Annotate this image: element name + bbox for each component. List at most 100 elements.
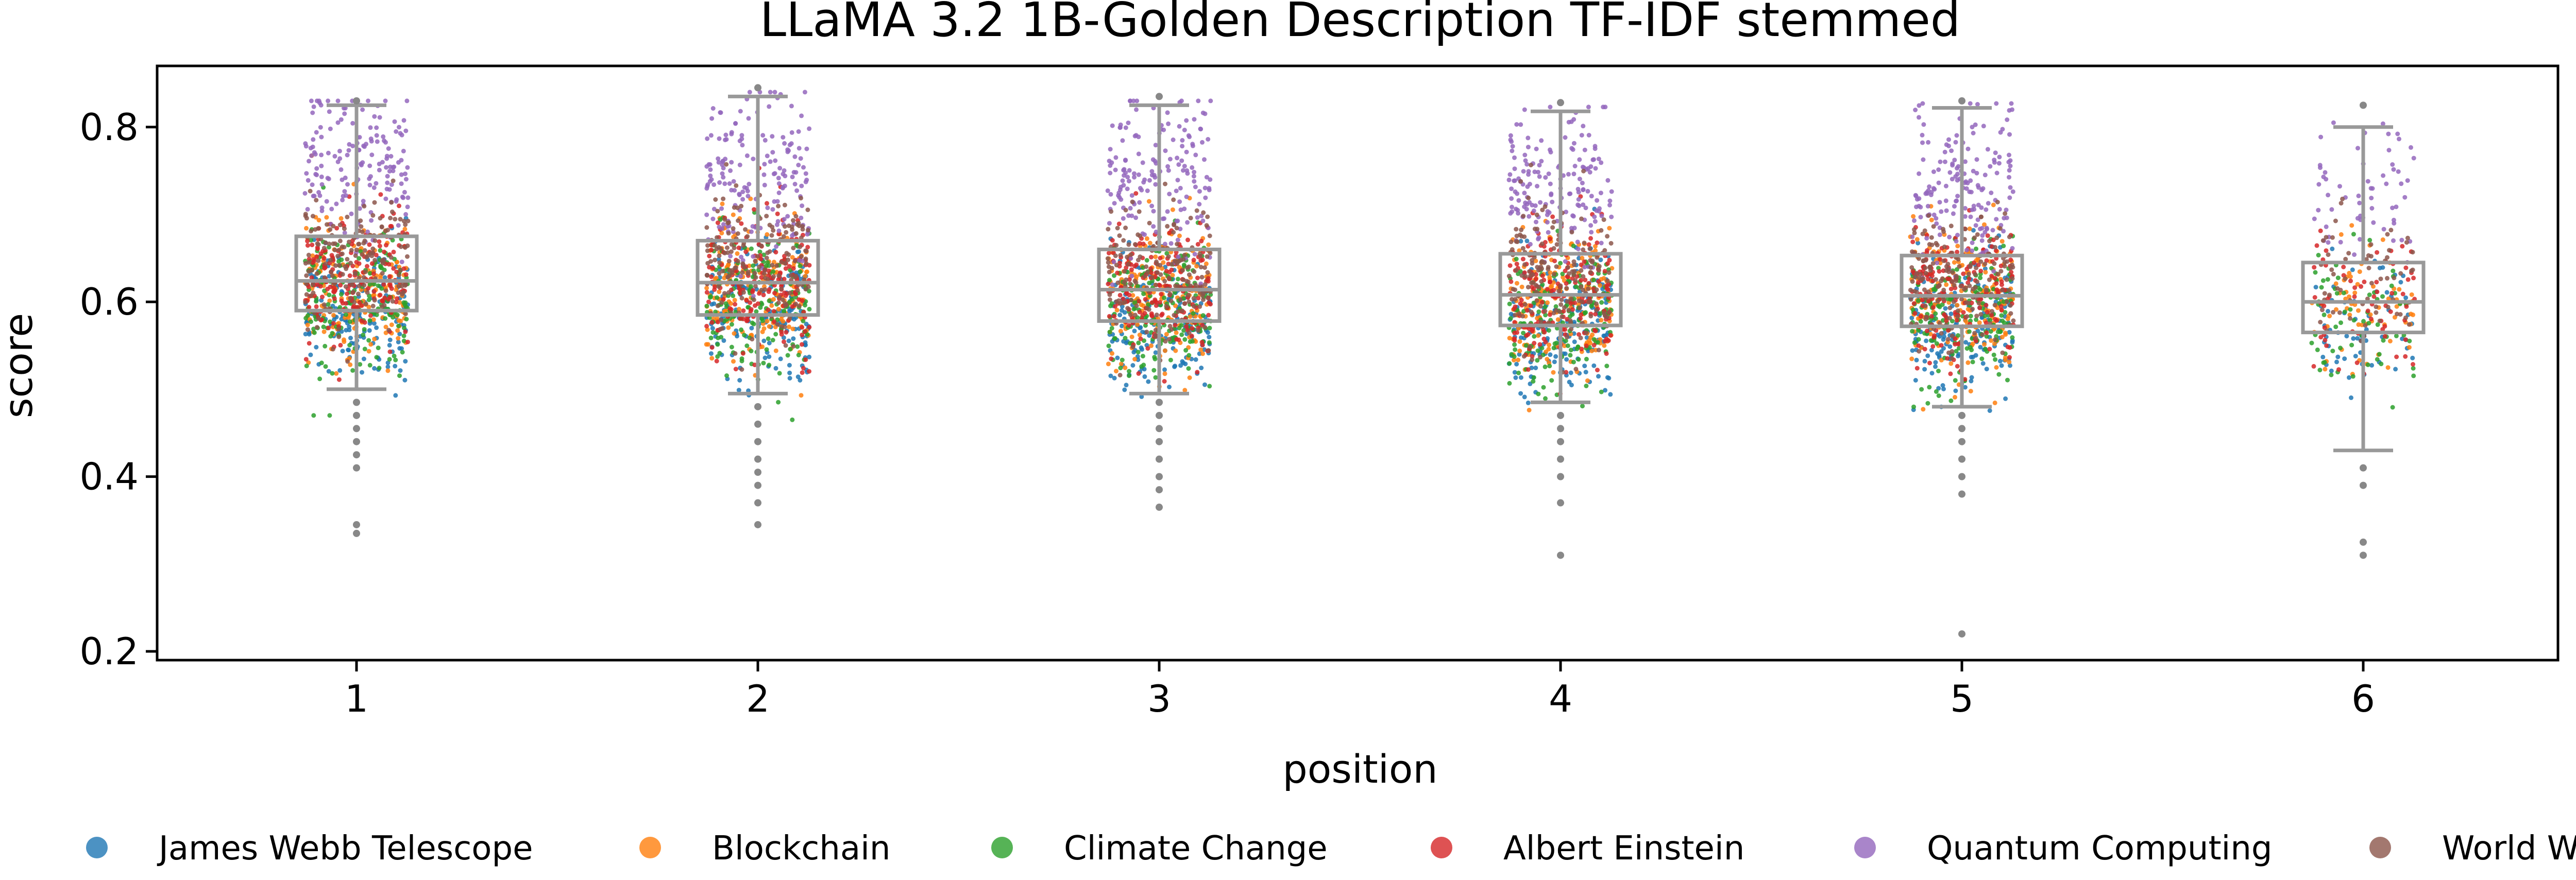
strip-point <box>1922 347 1927 352</box>
strip-point <box>1584 384 1589 388</box>
strip-point <box>1117 313 1123 318</box>
strip-point <box>1596 279 1601 284</box>
strip-point <box>1916 337 1921 342</box>
strip-point <box>714 358 719 364</box>
strip-point <box>1155 270 1160 275</box>
strip-point <box>1142 374 1147 379</box>
strip-point <box>361 332 366 337</box>
strip-point <box>1930 344 1936 349</box>
strip-point <box>1920 132 1925 137</box>
strip-point <box>303 316 309 321</box>
strip-point <box>739 327 744 332</box>
strip-point <box>770 207 775 212</box>
strip-point <box>362 327 367 332</box>
strip-point <box>348 296 353 301</box>
strip-point <box>2010 107 2014 112</box>
strip-point <box>1944 208 1949 213</box>
strip-point <box>1994 281 1999 286</box>
strip-point <box>1532 334 1537 339</box>
strip-point <box>1602 269 1607 274</box>
strip-point <box>1609 189 1614 194</box>
strip-point <box>1543 364 1548 369</box>
strip-point <box>1578 335 1583 340</box>
strip-point <box>1522 302 1528 307</box>
strip-point <box>385 364 391 369</box>
strip-point <box>1121 216 1126 221</box>
strip-point <box>1125 175 1130 180</box>
strip-point <box>303 212 308 217</box>
strip-point <box>751 254 756 259</box>
strip-point <box>1153 327 1158 333</box>
strip-point <box>1952 260 1957 265</box>
strip-point <box>389 182 394 187</box>
strip-point <box>1992 160 1997 165</box>
strip-point <box>1572 269 1577 274</box>
strip-point <box>1607 309 1612 315</box>
strip-point <box>357 300 362 305</box>
strip-point <box>1539 159 1544 164</box>
strip-point <box>759 243 764 248</box>
strip-point <box>1178 363 1183 368</box>
strip-point <box>327 109 332 114</box>
strip-point <box>1127 168 1132 173</box>
strip-point <box>1584 331 1589 335</box>
strip-point <box>762 287 768 292</box>
strip-point <box>1149 169 1155 174</box>
strip-point <box>382 275 387 280</box>
strip-point <box>305 243 310 248</box>
strip-point <box>709 302 715 307</box>
strip-point <box>311 104 316 109</box>
strip-point <box>1946 137 1951 142</box>
strip-point <box>707 253 712 258</box>
strip-point <box>1978 268 1984 273</box>
strip-point <box>757 264 762 269</box>
strip-point <box>1971 131 1976 135</box>
strip-point <box>330 273 335 278</box>
strip-point <box>1521 331 1526 336</box>
strip-point <box>311 137 316 142</box>
strip-point <box>1984 367 1989 372</box>
strip-point <box>1205 214 1210 219</box>
strip-point <box>361 356 366 361</box>
strip-point <box>1522 107 1527 112</box>
strip-point <box>1910 239 1916 245</box>
strip-point <box>776 203 781 209</box>
strip-point <box>400 291 404 297</box>
strip-point <box>1132 175 1137 180</box>
strip-point <box>747 90 752 95</box>
strip-point <box>365 229 370 234</box>
strip-point <box>388 154 394 159</box>
strip-point <box>374 252 379 257</box>
strip-point <box>1591 363 1597 368</box>
strip-point <box>722 181 727 186</box>
strip-point <box>1560 314 1564 319</box>
strip-point <box>1136 151 1141 157</box>
strip-point <box>708 351 714 356</box>
strip-point <box>1159 291 1164 297</box>
strip-point <box>1517 349 1522 353</box>
strip-point <box>718 110 723 115</box>
strip-point <box>1985 309 1990 315</box>
strip-point <box>1138 186 1143 191</box>
strip-point <box>1164 304 1169 308</box>
strip-point <box>1576 357 1581 362</box>
strip-point <box>739 221 744 226</box>
strip-point <box>1107 159 1112 164</box>
strip-point <box>744 298 749 303</box>
strip-point <box>331 313 336 318</box>
strip-point <box>1518 391 1523 396</box>
strip-point <box>1164 332 1169 337</box>
strip-point <box>380 304 385 309</box>
strip-point <box>370 303 376 308</box>
strip-point <box>397 373 402 378</box>
strip-point <box>1162 216 1167 221</box>
strip-point <box>394 129 399 134</box>
strip-point <box>1202 382 1207 387</box>
strip-point <box>323 364 328 369</box>
strip-point <box>397 203 401 209</box>
strip-point <box>787 370 792 375</box>
strip-point <box>1994 170 1999 176</box>
strip-point <box>1110 282 1115 287</box>
strip-point <box>1555 317 1561 322</box>
strip-point <box>1530 354 1535 359</box>
